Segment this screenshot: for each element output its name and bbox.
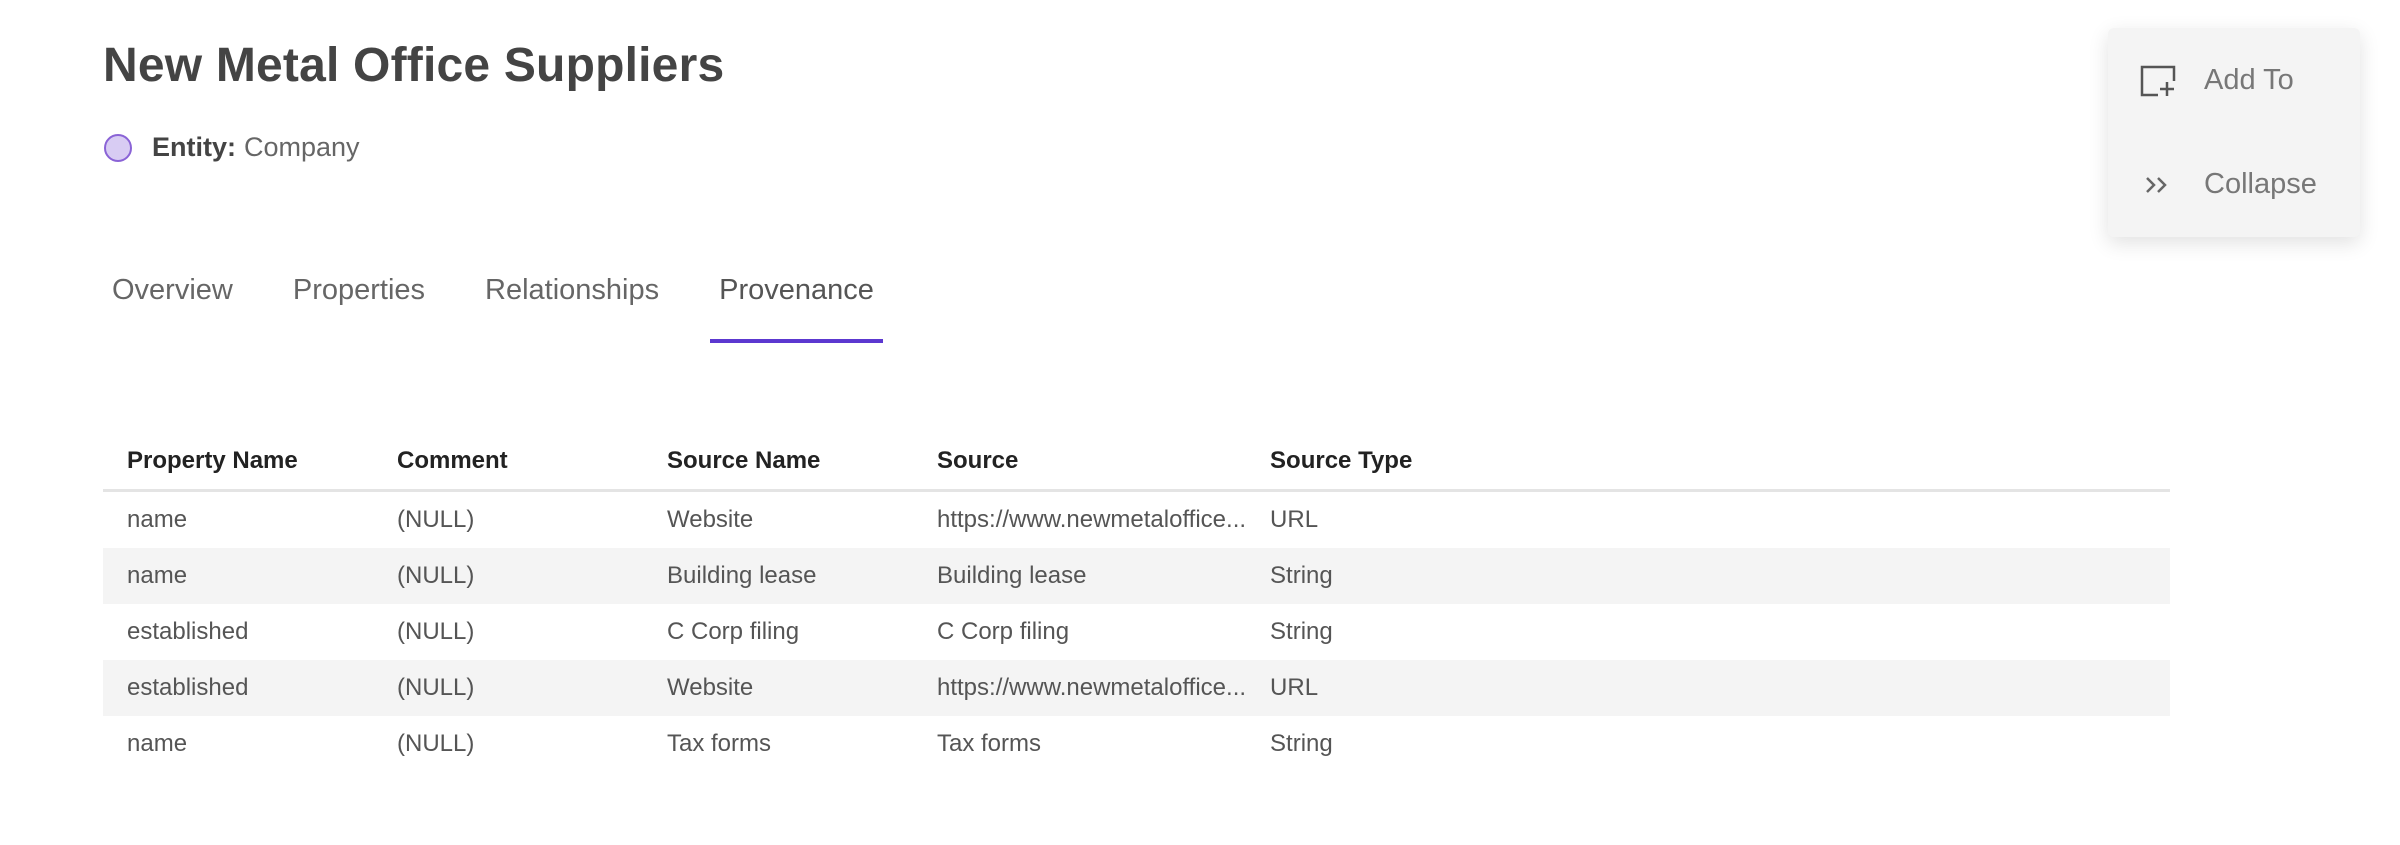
cell-comment: (NULL)	[373, 548, 643, 604]
entity-value: Company	[244, 132, 360, 162]
cell-source-name: C Corp filing	[667, 618, 800, 645]
cell-comment: (NULL)	[397, 730, 475, 757]
add-to-label: Add To	[2204, 64, 2294, 96]
entity-type: Entity: Company	[104, 132, 360, 163]
table-row[interactable]: name (NULL) Tax forms Tax forms String	[103, 716, 2170, 772]
add-to-icon	[2140, 65, 2176, 97]
cell-property-name: name	[127, 506, 188, 533]
cell-comment: (NULL)	[373, 660, 643, 716]
page-title: New Metal Office Suppliers	[103, 39, 725, 92]
table-row[interactable]: established (NULL) Website https://www.newm…	[103, 660, 2170, 716]
cell-source-type: URL	[1246, 660, 2170, 716]
tab-overview[interactable]: Overview	[112, 274, 233, 306]
cell-source: https://www.newmetaloffice...	[937, 506, 1247, 533]
cell-property-name: established	[127, 618, 249, 645]
provenance-table: Property Name Comment Source Name Source…	[103, 432, 2170, 772]
entity-color-icon	[104, 133, 132, 162]
cell-property-name: name	[127, 730, 188, 757]
cell-source: https://www.newmetaloffice...	[913, 660, 1247, 716]
tab-properties[interactable]: Properties	[292, 274, 426, 306]
cell-source-name: Website	[667, 506, 754, 533]
cell-source-name: Tax forms	[667, 730, 772, 757]
actions-panel: Add To Collapse	[2108, 28, 2360, 237]
cell-source: Building lease	[913, 548, 1247, 604]
column-header-source[interactable]: Source	[913, 432, 1247, 492]
cell-source-name: Website	[643, 660, 913, 716]
table-row[interactable]: name (NULL) Building lease Building lease St…	[103, 548, 2170, 604]
table-header-row: Property Name Comment Source Name Source…	[103, 432, 2170, 492]
cell-source-name: Building lease	[643, 548, 913, 604]
cell-property-name: name	[103, 548, 373, 604]
cell-property-name: established	[103, 660, 373, 716]
cell-source: C Corp filing	[937, 618, 1070, 645]
cell-comment: (NULL)	[397, 506, 475, 533]
column-header-property-name[interactable]: Property Name	[103, 432, 373, 492]
cell-source-type: String	[1270, 618, 1333, 645]
cell-source-type: String	[1246, 548, 2170, 604]
tab-relationships[interactable]: Relationships	[485, 274, 660, 306]
collapse-label: Collapse	[2204, 168, 2317, 200]
cell-source-type: URL	[1270, 506, 1319, 533]
column-header-source-type[interactable]: Source Type	[1246, 432, 2170, 492]
tab-provenance[interactable]: Provenance	[710, 274, 883, 343]
cell-comment: (NULL)	[397, 618, 475, 645]
cell-source: Tax forms	[937, 730, 1042, 757]
table-row[interactable]: established (NULL) C Corp filing C Corp fil…	[103, 604, 2170, 660]
add-to-button[interactable]: Add To	[2140, 64, 2294, 97]
table-row[interactable]: name (NULL) Website https://www.newmetaloff…	[103, 491, 2170, 549]
tab-bar: Overview Properties Relationships Proven…	[103, 274, 925, 343]
entity-label: Entity:	[152, 132, 236, 162]
column-header-source-name[interactable]: Source Name	[643, 432, 913, 492]
collapse-button[interactable]: Collapse	[2140, 168, 2317, 201]
column-header-comment[interactable]: Comment	[373, 432, 643, 492]
cell-source-type: String	[1270, 730, 1333, 757]
double-chevron-right-icon	[2140, 175, 2176, 195]
